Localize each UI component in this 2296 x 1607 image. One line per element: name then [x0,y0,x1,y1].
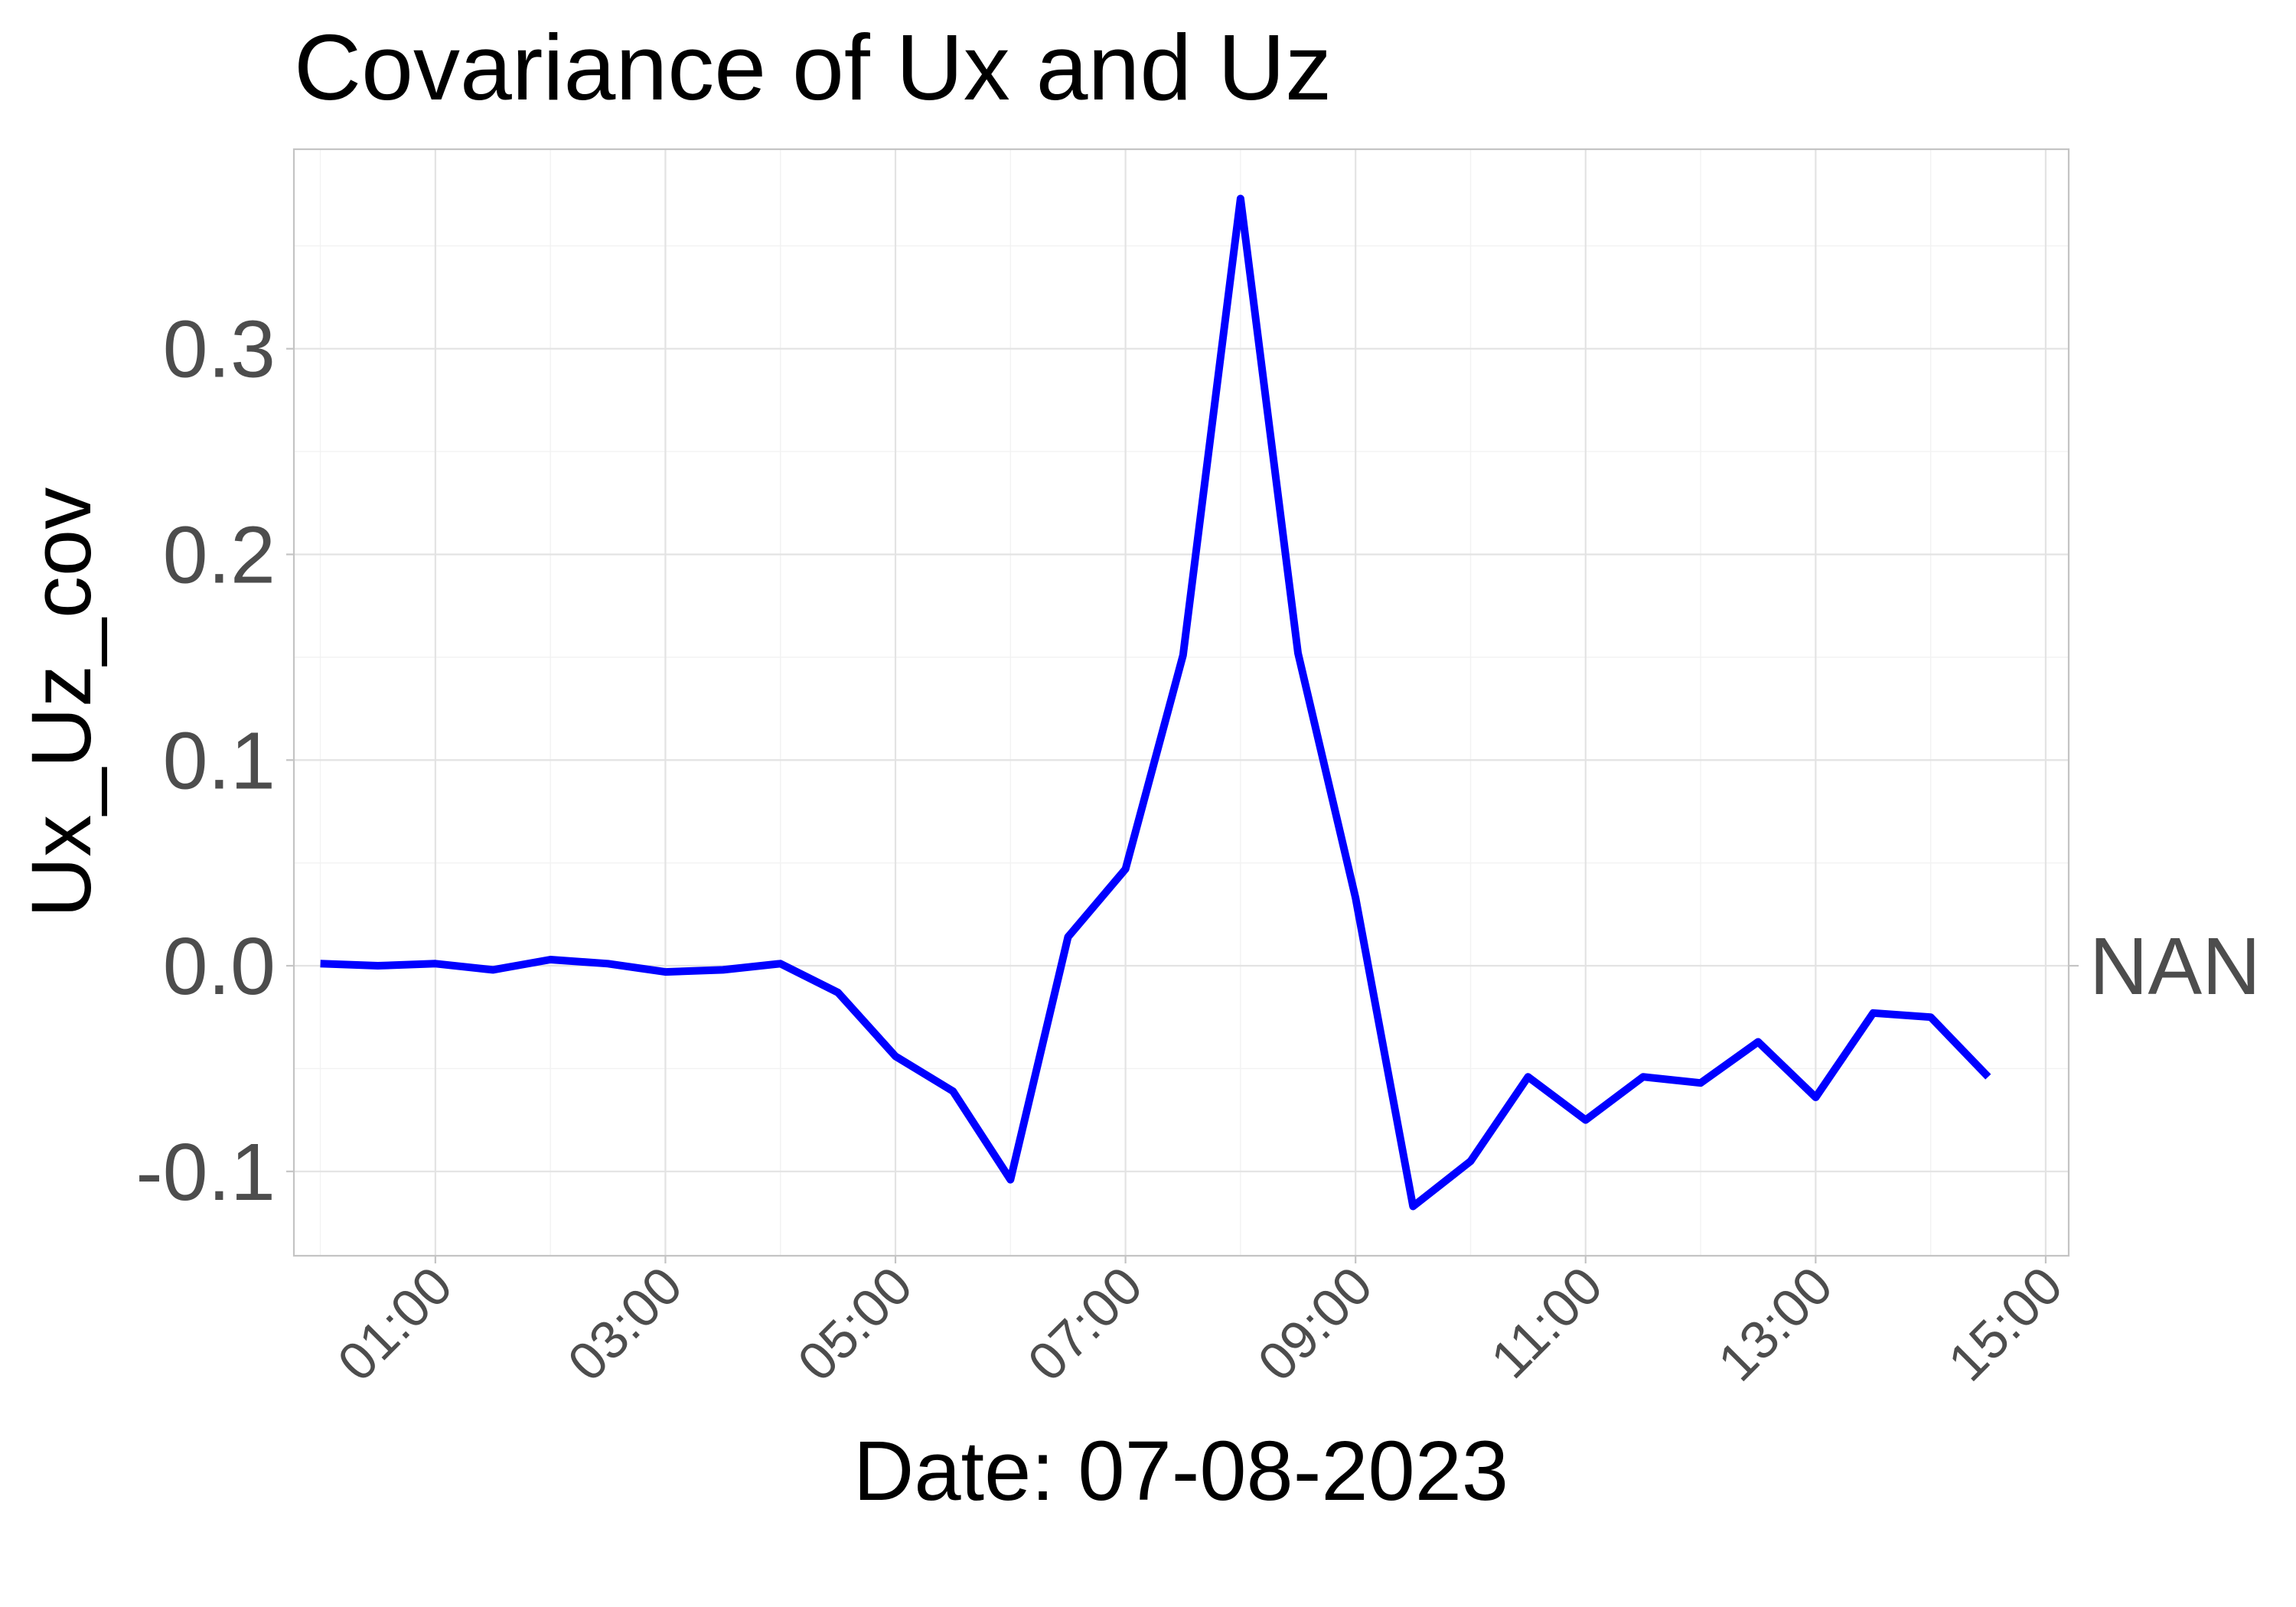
x-tick-label: 01:00 [326,1255,463,1392]
y-tick-label: 0.3 [163,305,276,395]
series-line [320,194,1991,1211]
y-tick-label: 0.0 [163,921,276,1012]
x-tick-label: 13:00 [1707,1255,1844,1392]
x-axis: 01:00 03:00 05:00 07:00 09:00 11:00 13:00 15:00 [326,1255,2073,1392]
secondary-axis-label: NAN [2089,921,2261,1012]
plot-panel [292,148,2070,1257]
chart-title: Covariance of Ux and Uz [294,15,1332,119]
y-tick-label: 0.2 [163,510,276,600]
grid [294,149,2069,1256]
x-axis-title: Date: 07-08-2023 [853,1424,1508,1518]
x-tick-label: 03:00 [556,1255,693,1392]
x-tick-label: 11:00 [1479,1255,1613,1389]
y-axis-title: Ux_Uz_cov [15,487,109,918]
x-tick-label: 15:00 [1937,1255,2074,1392]
x-tick-label: 07:00 [1016,1255,1153,1392]
x-tick-label: 09:00 [1247,1255,1384,1392]
secondary-axis: NAN [2069,921,2261,1012]
y-axis: -0.1 0.0 0.1 0.2 0.3 [135,305,294,1217]
y-tick-label: -0.1 [135,1127,276,1217]
series-layer [320,194,1991,1211]
y-tick-label: 0.1 [163,715,276,806]
x-tick-label: 05:00 [787,1255,924,1392]
